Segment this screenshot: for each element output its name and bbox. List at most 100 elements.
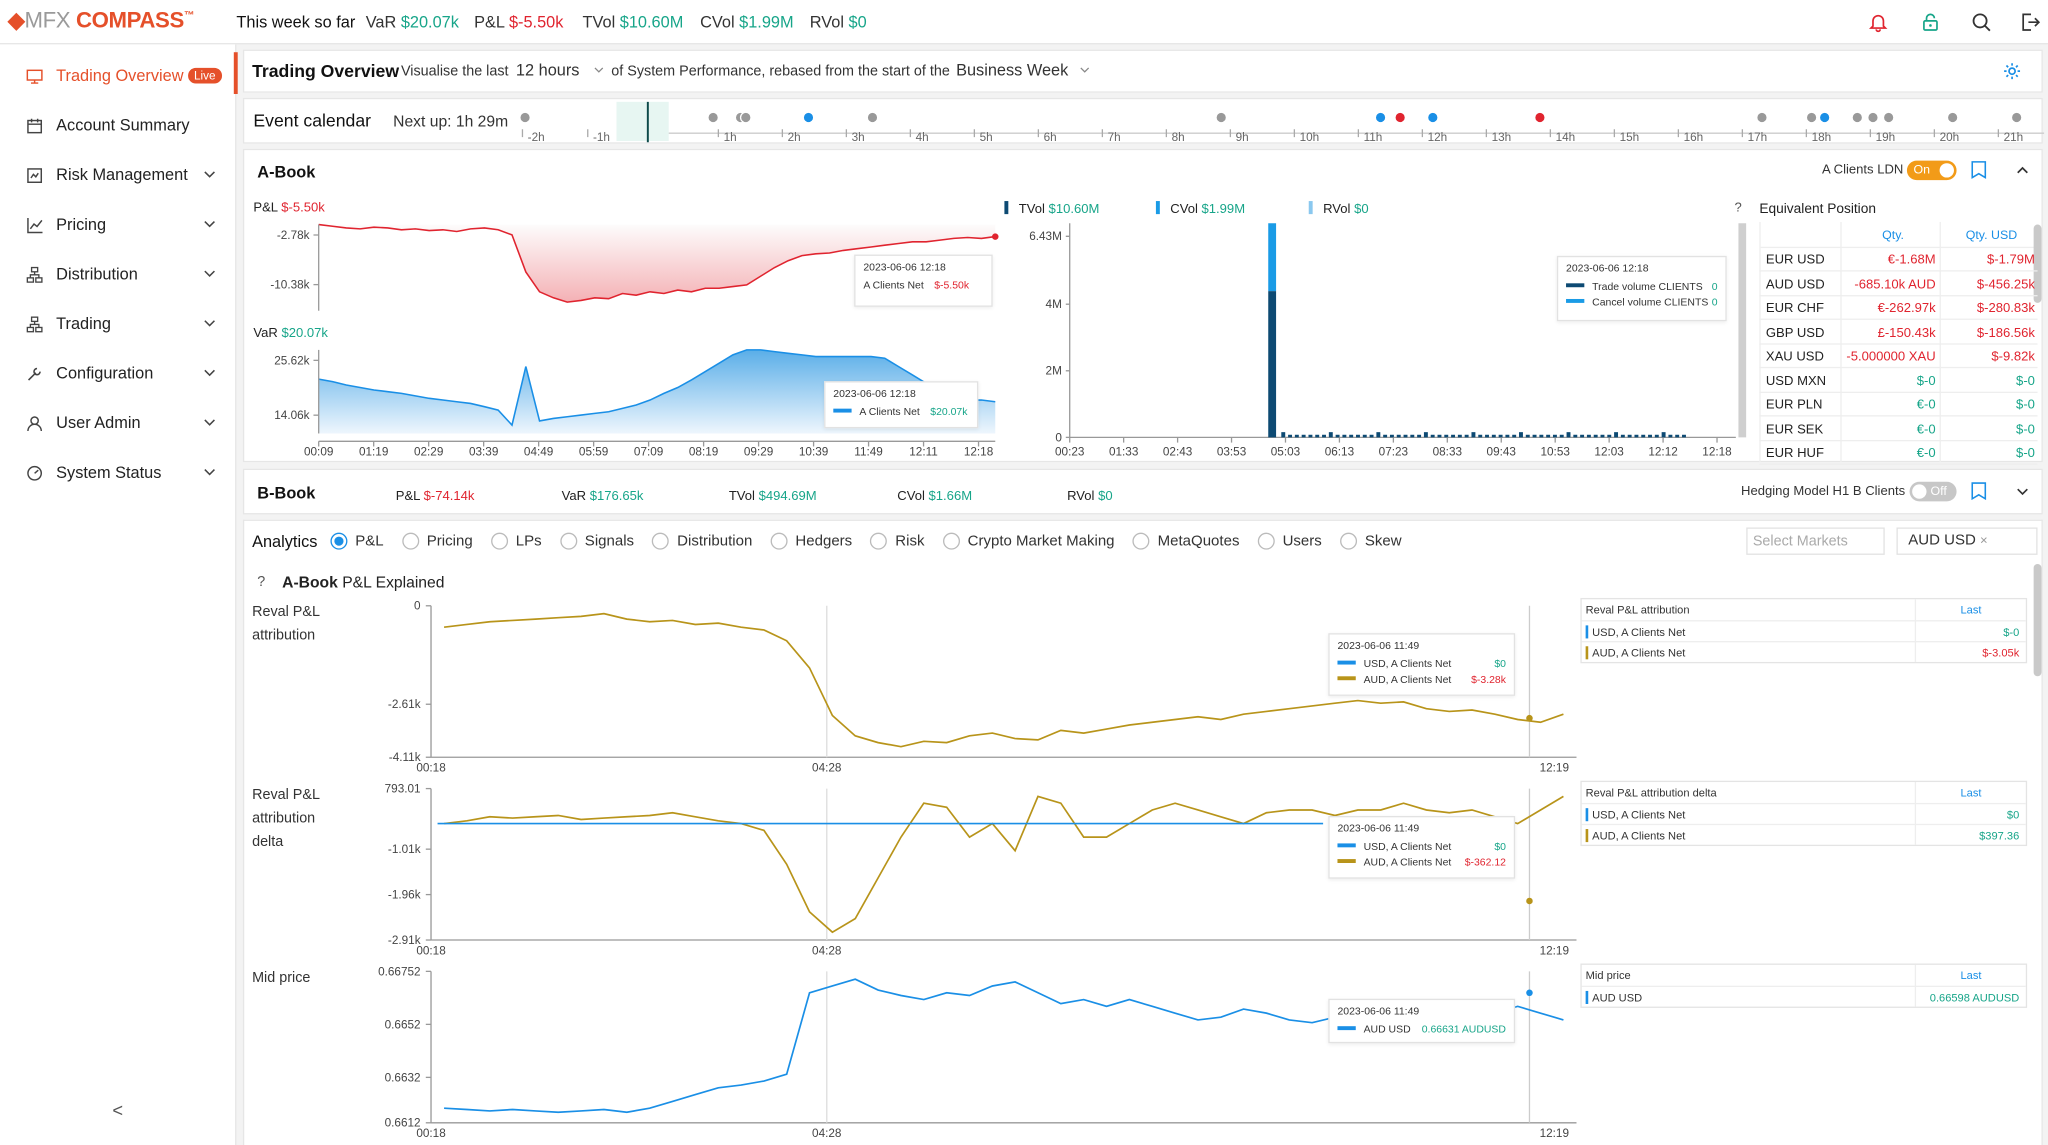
vol-scrollbar[interactable]	[1738, 223, 1747, 438]
tvol-bar[interactable]	[1641, 434, 1646, 438]
tvol-bar[interactable]	[1620, 434, 1625, 438]
equiv-row[interactable]: EUR USD €-1.68M $-1.79M	[1759, 248, 2038, 272]
event-dot[interactable]	[519, 111, 531, 124]
sidebar-item-user-admin[interactable]: User Admin	[26, 410, 225, 436]
tvol-bar[interactable]	[1586, 434, 1591, 438]
event-dot[interactable]	[1394, 111, 1407, 124]
abook-toggle[interactable]: On	[1906, 160, 1957, 181]
gear-icon[interactable]	[2002, 61, 2022, 81]
tvol-bar[interactable]	[1417, 434, 1422, 438]
event-dot[interactable]	[1851, 111, 1864, 124]
logo[interactable]: ◆MFX COMPASS™	[7, 7, 194, 33]
analytics-tab[interactable]: LPs	[490, 532, 542, 550]
tvol-bar[interactable]	[1668, 434, 1673, 438]
equiv-row[interactable]: EUR SEK €-0 $-0	[1759, 417, 2038, 441]
event-dot[interactable]	[1756, 111, 1768, 124]
tvol-bar[interactable]	[1627, 434, 1632, 438]
analytics-tab[interactable]: Users	[1257, 532, 1322, 550]
calendar-timeline[interactable]: -2h -1h 1h 2h 3h 4h 5h 6h 7h 8h 9h 10h 11h 12h 13h 14h 1…	[519, 99, 2045, 145]
sidebar-item-pricing[interactable]: Pricing	[26, 212, 225, 238]
tvol-bar[interactable]	[1451, 434, 1456, 438]
analytics-tab[interactable]: MetaQuotes	[1132, 532, 1239, 550]
event-dot[interactable]	[2010, 111, 2023, 124]
bbook-toggle[interactable]: Off	[1909, 481, 1957, 502]
event-dot[interactable]	[1882, 111, 1895, 124]
event-dot[interactable]	[739, 111, 752, 124]
logout-icon[interactable]	[2019, 12, 2041, 33]
tvol-bar[interactable]	[1423, 432, 1428, 438]
close-icon[interactable]: ×	[1980, 533, 1988, 549]
tvol-bar[interactable]	[1376, 432, 1381, 438]
tvol-bar[interactable]	[1342, 434, 1347, 438]
tvol-bar[interactable]	[1315, 434, 1320, 438]
event-dot[interactable]	[1215, 111, 1228, 124]
equiv-row[interactable]: USD MXN $-0 $-0	[1759, 369, 2038, 393]
analytics-tab[interactable]: P&L	[330, 532, 384, 550]
tvol-bar[interactable]	[1268, 291, 1277, 438]
cvol-bar[interactable]	[1268, 223, 1277, 292]
equiv-row[interactable]: EUR HUF €-0 $-0	[1759, 441, 2038, 465]
tvol-bar[interactable]	[1566, 432, 1571, 438]
tvol-bar[interactable]	[1362, 434, 1367, 438]
tvol-bar[interactable]	[1661, 432, 1666, 438]
tvol-bar[interactable]	[1593, 434, 1598, 438]
tvol-bar[interactable]	[1349, 434, 1354, 438]
event-dot[interactable]	[1805, 111, 1818, 124]
legend-row[interactable]: AUD USD 0.66598 AUDUSD	[1581, 985, 2026, 1007]
tvol-bar[interactable]	[1648, 434, 1652, 438]
tvol-bar[interactable]	[1444, 434, 1449, 438]
event-dot[interactable]	[1374, 111, 1387, 124]
tvol-bar[interactable]	[1675, 434, 1680, 438]
event-dot[interactable]	[1946, 111, 1959, 124]
market-chip[interactable]: AUD USD ×	[1896, 527, 2038, 555]
search-icon[interactable]	[1971, 12, 1992, 33]
legend-row[interactable]: AUD, A Clients Net $397.36	[1581, 823, 2026, 845]
chevron-up-icon[interactable]	[2015, 163, 2029, 177]
markets-input[interactable]: Select Markets	[1746, 527, 1885, 555]
tvol-bar[interactable]	[1634, 434, 1639, 438]
tvol-bar[interactable]	[1580, 434, 1585, 438]
bookmark-icon[interactable]	[1971, 482, 1987, 501]
equiv-scrollbar[interactable]	[2033, 224, 2042, 303]
tvol-bar[interactable]	[1539, 434, 1544, 438]
tvol-bar[interactable]	[1471, 432, 1476, 438]
chevron-down-icon[interactable]	[2015, 484, 2029, 498]
sidebar-item-risk-management[interactable]: Risk Management	[26, 162, 225, 188]
tvol-bar[interactable]	[1607, 434, 1612, 438]
bell-icon[interactable]	[1868, 12, 1889, 33]
help-icon[interactable]: ?	[257, 574, 266, 591]
tvol-bar[interactable]	[1546, 434, 1551, 438]
event-dot[interactable]	[707, 111, 720, 124]
tvol-bar[interactable]	[1389, 434, 1394, 438]
tvol-bar[interactable]	[1369, 434, 1374, 438]
sidebar-item-trading-overview[interactable]: Trading Overview Live	[26, 63, 225, 89]
analytics-tab[interactable]: Pricing	[401, 532, 473, 550]
tvol-bar[interactable]	[1519, 432, 1523, 438]
volume-chart[interactable]: 6.43M 4M 2M 0 00:23 01:33 02:43 03:53 05:03 06:13…	[1002, 215, 1747, 463]
tvol-bar[interactable]	[1288, 434, 1293, 438]
sidebar-item-configuration[interactable]: Configuration	[26, 360, 225, 386]
collapse-sidebar-button[interactable]: <	[112, 1099, 124, 1121]
tvol-bar[interactable]	[1525, 434, 1530, 438]
legend-row[interactable]: USD, A Clients Net $-0	[1581, 620, 2026, 641]
tvol-bar[interactable]	[1335, 434, 1340, 438]
tvol-bar[interactable]	[1294, 434, 1299, 438]
equiv-row[interactable]: AUD USD -685.10k AUD $-456.25k	[1759, 272, 2038, 296]
tvol-bar[interactable]	[1552, 434, 1557, 438]
tvol-bar[interactable]	[1498, 434, 1503, 438]
legend-row[interactable]: USD, A Clients Net $0	[1581, 802, 2026, 824]
analytics-tab[interactable]: Signals	[559, 532, 634, 550]
event-dot[interactable]	[802, 111, 815, 124]
tvol-bar[interactable]	[1491, 434, 1496, 438]
tvol-bar[interactable]	[1322, 434, 1326, 438]
lock-icon[interactable]	[1920, 12, 1941, 33]
tvol-bar[interactable]	[1532, 434, 1537, 438]
tvol-bar[interactable]	[1457, 434, 1462, 438]
tvol-bar[interactable]	[1308, 434, 1313, 438]
bookmark-icon[interactable]	[1971, 161, 1987, 179]
equiv-row[interactable]: GBP USD £-150.43k $-186.56k	[1759, 321, 2038, 345]
equiv-row[interactable]: EUR PLN €-0 $-0	[1759, 393, 2038, 417]
